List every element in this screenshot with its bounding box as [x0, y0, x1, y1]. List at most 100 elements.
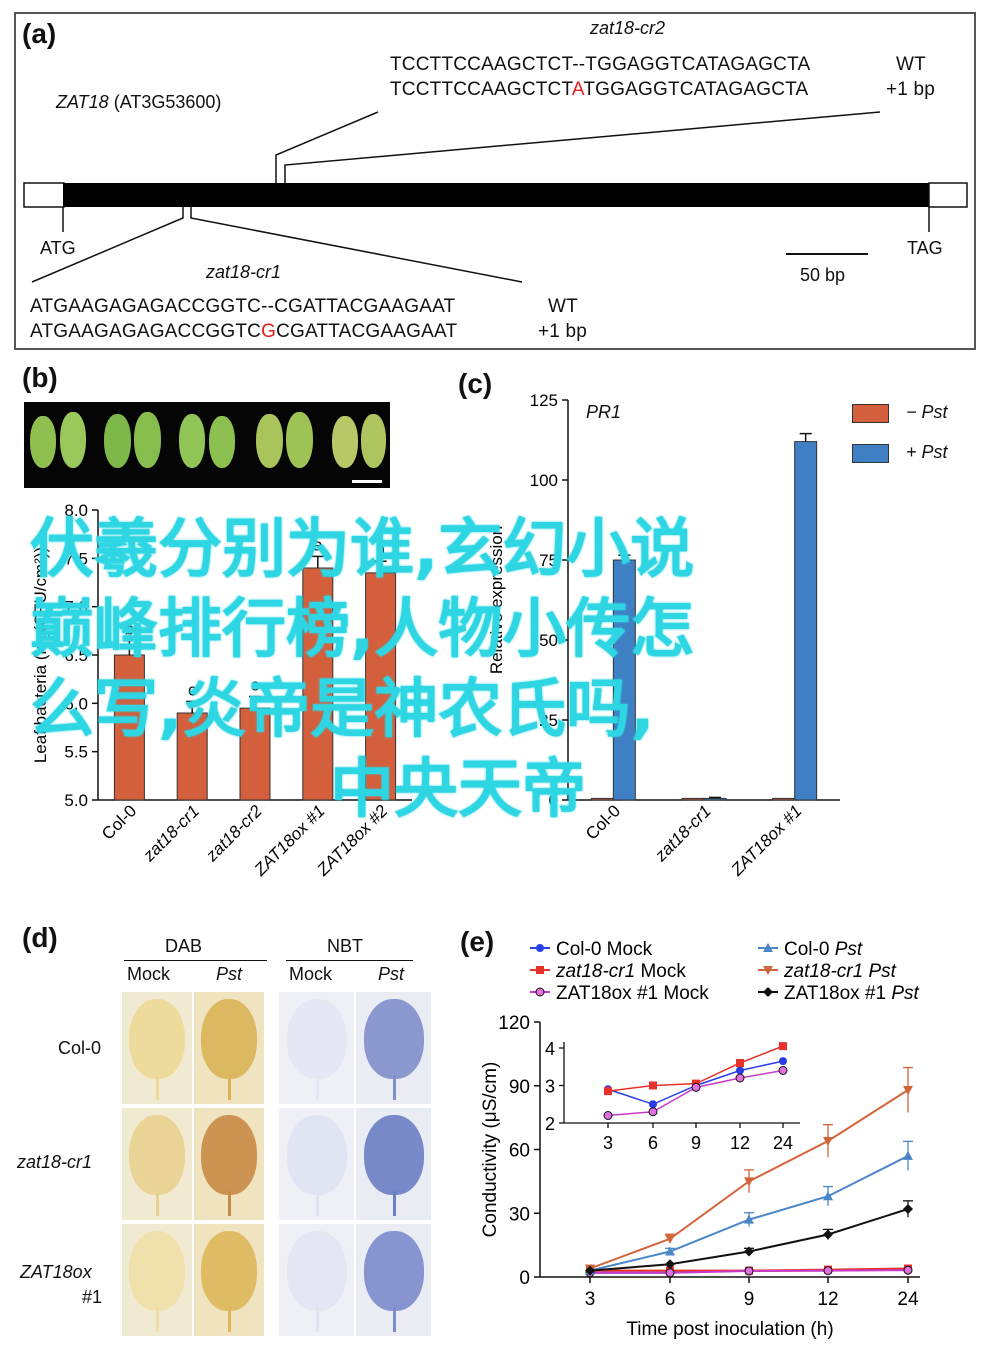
plant-photo	[24, 402, 390, 488]
legend-treatment: Pst	[891, 983, 919, 1004]
y-tick-label: 7.0	[64, 598, 88, 617]
leaf-shape	[286, 1114, 347, 1196]
significance-letter: c	[251, 676, 260, 695]
pr1-bar-chart: 0 25 50 75 100 125 Relative expression Col-0 zat…	[487, 391, 840, 880]
leaf-shape	[363, 998, 424, 1080]
data-point	[604, 1087, 612, 1096]
legend-plus-swatch	[852, 444, 889, 463]
gene-name: ZAT18 (AT3G53600)	[56, 92, 222, 112]
data-point	[603, 1111, 613, 1120]
x-tick-label: Col-0	[582, 801, 624, 843]
cr1-mut-label: +1 bp	[538, 321, 588, 342]
cr2-mut-seq: TCCTTCCAAGCTCTATGGAGGTCATAGAGCTA	[390, 79, 809, 100]
data-point	[649, 1081, 657, 1090]
cr1-name: zat18-cr1	[206, 262, 282, 282]
data-point	[665, 1234, 675, 1244]
leaf-petiole	[228, 1306, 232, 1332]
stained-leaf-image	[356, 992, 431, 1104]
leaf-petiole	[315, 1190, 319, 1216]
bar	[113, 654, 145, 801]
leaf-photo	[286, 412, 313, 468]
y-tick-label: 5.5	[64, 743, 88, 762]
data-point	[536, 966, 544, 974]
data-point	[903, 1204, 913, 1214]
dab-line	[124, 960, 267, 961]
legend-genotype: ZAT18ox #1	[556, 983, 658, 1004]
data-point	[744, 1266, 754, 1276]
leaf-petiole	[228, 1074, 232, 1100]
leaf-petiole	[228, 1190, 232, 1216]
cr1-wt-seq: ATGAAGAGAGACCGGTC--CGATTACGAAGAAT	[30, 296, 456, 317]
leaf-photo	[256, 414, 283, 468]
tag-label: TAG	[907, 238, 943, 258]
legend-plus-label: + Pst	[906, 442, 948, 462]
leaf-photo	[332, 416, 358, 468]
x-tick-label: 3	[585, 1289, 596, 1310]
y-tick-label: 25	[539, 711, 558, 730]
legend-treatment: Mock	[658, 983, 709, 1004]
leaf-petiole	[392, 1306, 396, 1332]
panel-d-label: (d)	[22, 922, 58, 953]
bar	[772, 797, 796, 801]
leaf-shape	[201, 998, 257, 1080]
leaf-petiole	[315, 1306, 319, 1332]
legend-minus-label: − Pst	[906, 402, 948, 422]
dab-pst-header: Pst	[216, 964, 243, 984]
stained-leaf-image	[279, 992, 354, 1104]
pr1-title: PR1	[586, 402, 622, 422]
data-point	[665, 1259, 675, 1270]
legend-treatment: Mock	[635, 961, 686, 982]
stained-leaf-image	[194, 1108, 264, 1220]
inset-x-tick-label: 12	[730, 1133, 750, 1153]
x-tick-label: ZAT18ox #1	[727, 801, 806, 880]
x-tick-label: Col-0	[98, 801, 140, 843]
stained-leaf-image	[194, 1224, 264, 1336]
leaf-petiole	[392, 1074, 396, 1100]
data-point	[744, 1214, 754, 1224]
significance-letter: c	[188, 680, 197, 699]
stained-leaf-image	[122, 1108, 192, 1220]
leaf-petiole	[315, 1074, 319, 1100]
data-point	[665, 1268, 675, 1278]
row-cr1: zat18-cr1	[17, 1152, 93, 1172]
row-ox-num: #1	[82, 1287, 103, 1307]
significance-letter: b	[125, 620, 134, 639]
data-point	[823, 1191, 833, 1201]
data-point	[744, 1177, 754, 1187]
legend-label: ZAT18ox #1 Pst	[784, 983, 920, 1004]
coding-region	[63, 183, 930, 207]
row-ox: ZAT18ox	[20, 1262, 92, 1282]
leaf-petiole	[156, 1190, 160, 1216]
data-point	[585, 1265, 595, 1276]
leaf-petiole	[392, 1190, 396, 1216]
data-point	[649, 1100, 657, 1109]
legend-genotype: Col-0	[784, 939, 835, 960]
bar	[703, 797, 727, 801]
cr2-name: zat18-cr2	[590, 18, 666, 38]
y-tick-label: 6.5	[64, 646, 88, 665]
scale-bar-label: 50 bp	[800, 265, 846, 285]
legend-label: zat18-cr1 Mock	[555, 961, 686, 982]
x-tick-label: zat18-cr2	[202, 801, 267, 866]
data-point	[763, 987, 773, 997]
data-point	[744, 1246, 754, 1257]
leaf-petiole	[156, 1306, 160, 1332]
data-point	[763, 943, 773, 952]
cr2-wt-label: WT	[896, 54, 926, 75]
leaf-shape	[201, 1230, 257, 1312]
data-point	[648, 1107, 658, 1117]
data-point	[778, 1066, 788, 1075]
legend-treatment: Mock	[601, 939, 652, 960]
leaf-shape	[201, 1114, 257, 1196]
leaf-shape	[286, 998, 347, 1080]
overlay-line: 伏羲分别为谁,玄幻小说	[30, 513, 695, 587]
cr2-insertion: A	[571, 79, 584, 100]
x-tick-label: 24	[897, 1289, 919, 1310]
leaf-shape	[363, 1114, 424, 1196]
legend-treatment: Pst	[835, 939, 863, 960]
data-point	[779, 1042, 787, 1051]
data-point	[903, 1086, 913, 1095]
cr2-mut-label: +1 bp	[886, 79, 936, 100]
panel-e-label: (e)	[460, 926, 495, 957]
